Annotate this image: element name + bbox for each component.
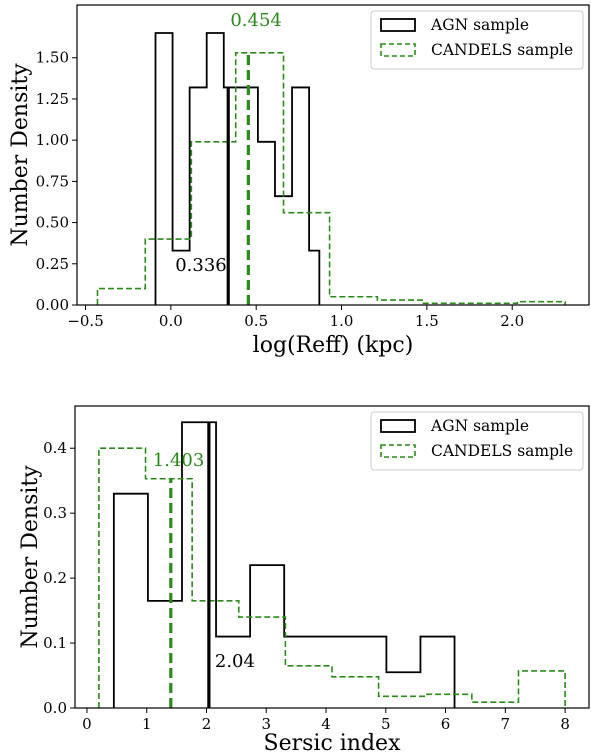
legend-label-candels: CANDELS sample — [431, 41, 573, 59]
median-label-agn: 0.336 — [175, 255, 227, 276]
axes-frame — [76, 4, 590, 306]
legend-swatch-agn — [380, 18, 416, 32]
legend: AGN sample CANDELS sample — [370, 411, 584, 471]
y-tick-label: 1.00 — [36, 131, 69, 149]
x-tick-label: 4 — [321, 715, 331, 733]
y-tick-label: 0.75 — [36, 172, 69, 190]
x-tick-label: 0.5 — [244, 312, 268, 330]
histogram-candels — [98, 447, 566, 708]
chart-panel-1: 0.336 0.454 −0.5 0.0 0.5 1.0 1.5 2.0 0.00 0.25 0.5… — [8, 4, 590, 358]
chart-panel-2: 2.04 1.403 0 1 2 3 4 5 6 7 8 0.0 0.1 0.2 0.3 0.4 Sersic … — [18, 405, 590, 754]
y-tick-label: 0.00 — [36, 296, 69, 314]
y-axis-label: Number Density — [8, 63, 33, 247]
x-tick-label: 0.0 — [159, 312, 183, 330]
median-label-candels: 0.454 — [230, 10, 282, 31]
legend-swatch-candels — [380, 43, 416, 57]
y-tick-label: 1.50 — [36, 49, 69, 67]
legend: AGN sample CANDELS sample — [370, 10, 584, 70]
x-tick-label: 1 — [142, 715, 152, 733]
x-tick-label: 6 — [441, 715, 451, 733]
y-tick-label: 1.25 — [36, 90, 69, 108]
y-tick-label: 0.1 — [43, 634, 67, 652]
x-tick-label: −0.5 — [67, 312, 103, 330]
median-label-candels: 1.403 — [153, 450, 205, 471]
histogram-agn — [112, 421, 456, 708]
x-tick-label: 7 — [501, 715, 511, 733]
axes-frame — [74, 405, 590, 709]
x-tick-label: 3 — [261, 715, 271, 733]
legend-label-agn: AGN sample — [430, 16, 529, 34]
y-tick-label: 0.4 — [43, 439, 67, 457]
y-tick-label: 0.2 — [43, 569, 67, 587]
x-tick-label: 1.5 — [415, 312, 439, 330]
y-tick-label: 0.50 — [36, 214, 69, 232]
x-tick-label: 1.0 — [330, 312, 354, 330]
legend-label-agn: AGN sample — [430, 417, 529, 435]
legend-swatch-agn — [380, 419, 416, 433]
x-tick-label: 2.0 — [500, 312, 524, 330]
x-axis-label: log(Reff) (kpc) — [253, 333, 414, 358]
legend-label-candels: CANDELS sample — [431, 442, 573, 460]
x-tick-label: 8 — [560, 715, 570, 733]
y-axis-label: Number Density — [18, 465, 43, 649]
legend-swatch-candels — [380, 444, 416, 458]
y-tick-label: 0.3 — [43, 504, 67, 522]
histogram-agn — [154, 32, 321, 305]
x-tick-label: 0 — [82, 715, 92, 733]
median-label-agn: 2.04 — [215, 651, 255, 672]
x-tick-label: 5 — [381, 715, 391, 733]
x-tick-label: 2 — [202, 715, 212, 733]
histogram-candels — [96, 52, 566, 305]
y-tick-label: 0.25 — [36, 255, 69, 273]
legend-box — [370, 10, 584, 70]
y-tick-label: 0.0 — [43, 699, 67, 717]
legend-box — [370, 411, 584, 471]
x-axis-label: Sersic index — [264, 731, 402, 754]
